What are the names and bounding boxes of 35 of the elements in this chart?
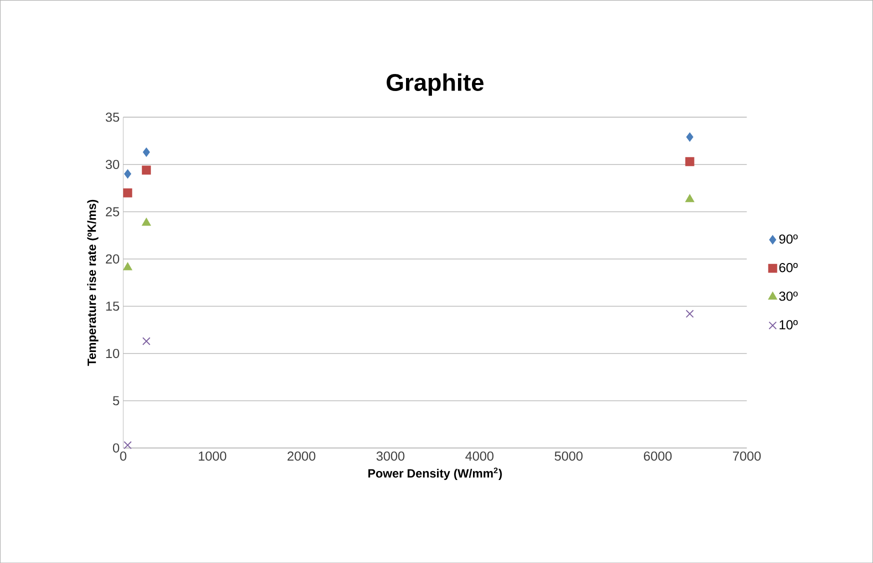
point bbox=[142, 218, 151, 226]
x-tick-label: 7000 bbox=[733, 451, 761, 461]
x-tick-label: 2000 bbox=[288, 451, 316, 461]
x-tick-label: 4000 bbox=[465, 451, 494, 461]
x-tick-label: 1000 bbox=[198, 451, 226, 461]
y-axis-title: Temperature rise rate (ºK/ms) bbox=[87, 200, 98, 366]
x-tick-label: 6000 bbox=[644, 451, 672, 461]
x-tick-label: 3000 bbox=[376, 451, 404, 461]
y-tick-label: 10 bbox=[106, 348, 120, 358]
point bbox=[124, 169, 132, 178]
y-tick-label: 25 bbox=[106, 207, 120, 216]
point bbox=[686, 132, 694, 142]
legend-label: 90º bbox=[779, 234, 798, 244]
point bbox=[123, 188, 132, 198]
x-axis-title: Power Density (W/mm$^{2}$) bbox=[368, 467, 502, 480]
point bbox=[142, 166, 151, 175]
point bbox=[686, 310, 694, 318]
legend-label: 60º bbox=[779, 262, 798, 272]
point bbox=[123, 262, 132, 270]
point bbox=[685, 157, 694, 166]
chart-title: Graphite bbox=[386, 73, 484, 96]
legend-label: 30º bbox=[779, 291, 798, 301]
y-tick-label: 30 bbox=[106, 160, 120, 169]
y-tick-label: 15 bbox=[106, 302, 120, 311]
x-tick-label: 0 bbox=[120, 451, 126, 461]
y-tick-label: 5 bbox=[112, 396, 120, 406]
legend-label: 10º bbox=[780, 320, 798, 330]
point bbox=[685, 194, 694, 202]
point bbox=[124, 441, 132, 450]
point bbox=[142, 337, 150, 346]
y-tick-label: 35 bbox=[106, 112, 120, 122]
point bbox=[142, 148, 150, 157]
y-tick-label: 0 bbox=[112, 443, 120, 452]
y-tick-label: 20 bbox=[106, 254, 120, 264]
x-tick-label: 5000 bbox=[554, 451, 583, 461]
